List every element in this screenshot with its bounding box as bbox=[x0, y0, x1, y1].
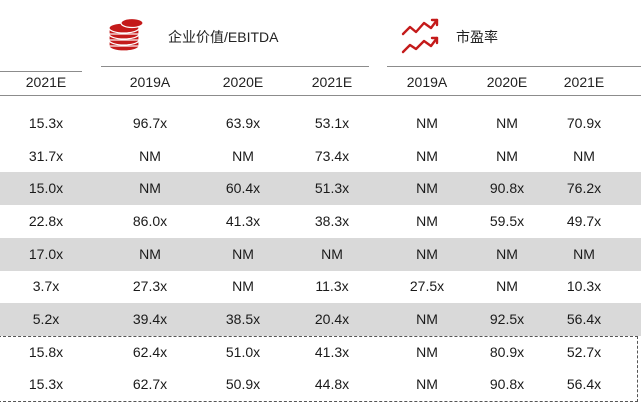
table-cell: 73.4x bbox=[314, 148, 350, 164]
table-cell: 60.4x bbox=[225, 180, 261, 196]
column-header: 2020E bbox=[222, 74, 264, 90]
column-header-rule bbox=[0, 95, 641, 96]
table-cell: 92.5x bbox=[489, 311, 525, 327]
summary-rows-outline bbox=[0, 336, 638, 402]
table-cell: 15.3x bbox=[28, 115, 64, 131]
table-cell: NM bbox=[416, 148, 438, 164]
table-cell: NM bbox=[416, 376, 438, 392]
table-cell: 41.3x bbox=[314, 344, 350, 360]
table-cell: NM bbox=[416, 213, 438, 229]
table-cell: 96.7x bbox=[132, 115, 168, 131]
column-header: 2020E bbox=[486, 74, 528, 90]
table-cell: NM bbox=[573, 148, 595, 164]
table-cell: 15.8x bbox=[28, 344, 64, 360]
table-cell: NM bbox=[139, 246, 161, 262]
table-cell: 17.0x bbox=[28, 246, 64, 262]
table-row: 31.7x NM NM 73.4x NM NM NM bbox=[0, 140, 641, 173]
table-cell: NM bbox=[573, 246, 595, 262]
table-cell: NM bbox=[496, 246, 518, 262]
table-cell: 38.3x bbox=[314, 213, 350, 229]
table-cell: NM bbox=[416, 344, 438, 360]
table-cell: 56.4x bbox=[566, 376, 602, 392]
table-cell: 51.3x bbox=[314, 180, 350, 196]
column-header: 2021E bbox=[563, 74, 605, 90]
table-cell: 27.5x bbox=[409, 278, 445, 294]
table-cell: 15.3x bbox=[28, 376, 64, 392]
table-cell: 59.5x bbox=[489, 213, 525, 229]
table-cell: NM bbox=[321, 246, 343, 262]
trend-line-icon bbox=[400, 16, 440, 56]
table-row: 15.3x 96.7x 63.9x 53.1x NM NM 70.9x bbox=[0, 107, 641, 140]
table-cell: 52.7x bbox=[566, 344, 602, 360]
table-cell: 53.1x bbox=[314, 115, 350, 131]
table-cell: 80.9x bbox=[489, 344, 525, 360]
table-cell: 50.9x bbox=[225, 376, 261, 392]
table-cell: 31.7x bbox=[28, 148, 64, 164]
table-cell: 86.0x bbox=[132, 213, 168, 229]
table-cell: 44.8x bbox=[314, 376, 350, 392]
table-cell: NM bbox=[416, 311, 438, 327]
table-cell: 5.2x bbox=[32, 311, 60, 327]
header-rule-ev bbox=[101, 66, 369, 67]
table-cell: NM bbox=[232, 148, 254, 164]
table-cell: 38.5x bbox=[225, 311, 261, 327]
table-row: 15.0x NM 60.4x 51.3x NM 90.8x 76.2x bbox=[0, 172, 641, 205]
table-cell: 49.7x bbox=[566, 213, 602, 229]
table-cell: 63.9x bbox=[225, 115, 261, 131]
table-cell: 90.8x bbox=[489, 376, 525, 392]
table-cell: 10.3x bbox=[566, 278, 602, 294]
table-cell: 41.3x bbox=[225, 213, 261, 229]
table-row: 22.8x 86.0x 41.3x 38.3x NM 59.5x 49.7x bbox=[0, 205, 641, 238]
table-cell: 11.3x bbox=[315, 278, 349, 294]
table-cell: NM bbox=[139, 148, 161, 164]
table-cell: NM bbox=[496, 115, 518, 131]
column-header: 2021E bbox=[311, 74, 353, 90]
table-row: 15.8x 62.4x 51.0x 41.3x NM 80.9x 52.7x bbox=[0, 336, 641, 369]
table-cell: NM bbox=[416, 115, 438, 131]
table-cell: 27.3x bbox=[132, 278, 168, 294]
table-cell: 15.0x bbox=[28, 180, 64, 196]
table-cell: NM bbox=[232, 278, 254, 294]
table-cell: 76.2x bbox=[566, 180, 602, 196]
table-cell: 62.4x bbox=[132, 344, 168, 360]
header-rule-pe bbox=[387, 66, 641, 67]
table-cell: NM bbox=[139, 180, 161, 196]
table-row: 3.7x 27.3x NM 11.3x 27.5x NM 10.3x bbox=[0, 270, 641, 303]
coin-stack-icon bbox=[106, 16, 146, 54]
column-header: 2021E bbox=[25, 74, 67, 90]
header-rule-left bbox=[0, 71, 82, 72]
column-header: 2019A bbox=[406, 74, 448, 90]
ev-ebitda-label: 企业价值/EBITDA bbox=[168, 29, 279, 45]
table-cell: 20.4x bbox=[314, 311, 350, 327]
table-cell: 51.0x bbox=[225, 344, 261, 360]
table-cell: NM bbox=[416, 180, 438, 196]
table-row: 5.2x 39.4x 38.5x 20.4x NM 92.5x 56.4x bbox=[0, 303, 641, 336]
table-cell: 90.8x bbox=[489, 180, 525, 196]
table-cell: 56.4x bbox=[566, 311, 602, 327]
column-header: 2019A bbox=[129, 74, 171, 90]
pe-ratio-label: 市盈率 bbox=[456, 29, 498, 45]
table-cell: NM bbox=[232, 246, 254, 262]
table-cell: NM bbox=[496, 148, 518, 164]
table-cell: 70.9x bbox=[566, 115, 602, 131]
table-row: 15.3x 62.7x 50.9x 44.8x NM 90.8x 56.4x bbox=[0, 368, 641, 401]
table-cell: NM bbox=[496, 278, 518, 294]
table-cell: NM bbox=[416, 246, 438, 262]
table-cell: 22.8x bbox=[28, 213, 64, 229]
table-row: 17.0x NM NM NM NM NM NM bbox=[0, 238, 641, 271]
table-cell: 62.7x bbox=[132, 376, 168, 392]
table-cell: 3.7x bbox=[32, 278, 60, 294]
table-cell: 39.4x bbox=[132, 311, 168, 327]
